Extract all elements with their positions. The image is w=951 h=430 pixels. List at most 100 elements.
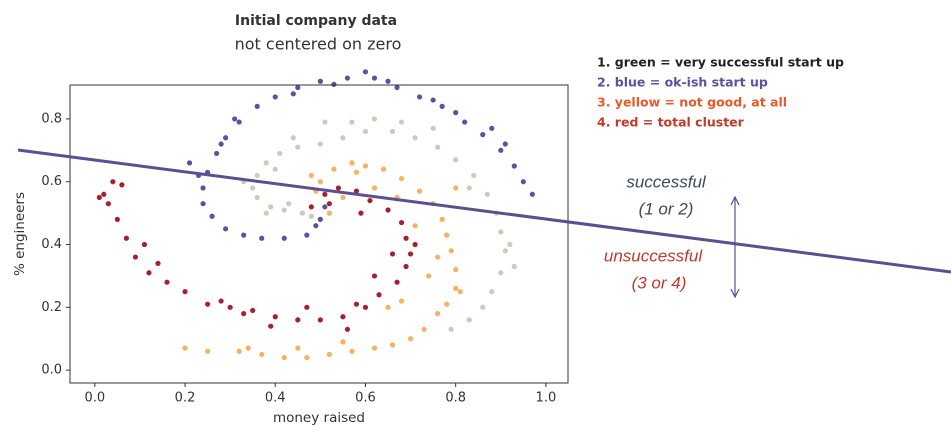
point	[322, 191, 328, 197]
point	[317, 317, 323, 323]
point	[511, 163, 517, 169]
point	[462, 119, 468, 125]
point	[371, 273, 378, 279]
point	[254, 103, 260, 109]
point	[385, 207, 391, 213]
x-tick-label: 0.8	[445, 391, 466, 406]
point	[254, 172, 260, 179]
chart-subtitle: not centered on zero	[235, 35, 402, 54]
point	[123, 235, 129, 241]
point	[146, 270, 152, 276]
point	[263, 160, 269, 166]
point	[398, 119, 405, 125]
point	[250, 185, 256, 191]
point	[412, 223, 418, 229]
point	[371, 185, 378, 191]
point	[444, 301, 450, 307]
point	[502, 248, 508, 254]
annotation: (1 or 2)	[639, 199, 694, 218]
y-tick-label: 0.6	[41, 174, 62, 189]
point	[286, 201, 292, 207]
point	[489, 125, 495, 131]
point	[394, 279, 400, 285]
point	[529, 191, 535, 197]
point	[218, 141, 224, 147]
point	[407, 336, 414, 342]
point	[385, 78, 391, 84]
point	[389, 251, 396, 257]
point	[295, 144, 301, 150]
point	[290, 91, 296, 97]
point	[313, 223, 319, 229]
point	[453, 267, 459, 273]
point	[444, 232, 450, 238]
plot-frame	[69, 84, 569, 384]
arrow	[730, 195, 740, 299]
point	[200, 185, 206, 191]
point	[344, 75, 351, 81]
point	[304, 232, 310, 238]
point	[263, 210, 269, 216]
point	[335, 185, 341, 191]
point	[326, 210, 332, 216]
y-tick-label: 0.0	[41, 363, 62, 378]
point	[453, 185, 459, 191]
point	[511, 263, 517, 270]
legend-entry: 1. green = very successful start up	[597, 55, 844, 70]
point	[412, 135, 418, 141]
point	[281, 207, 287, 213]
point	[141, 241, 148, 248]
point	[272, 314, 278, 320]
point	[520, 179, 526, 185]
point	[498, 229, 504, 235]
point	[101, 191, 107, 197]
point	[466, 185, 472, 191]
point	[295, 317, 301, 323]
point	[398, 175, 405, 182]
point	[362, 69, 369, 75]
point	[232, 116, 238, 122]
point	[403, 235, 409, 241]
annotation: (3 or 4)	[632, 273, 687, 292]
point	[398, 298, 405, 304]
point	[353, 188, 360, 194]
x-tick-label: 1.0	[536, 391, 557, 406]
point	[389, 128, 396, 135]
point	[498, 270, 504, 276]
point	[259, 351, 265, 358]
point	[281, 235, 287, 241]
point	[322, 204, 328, 210]
plot-area	[96, 69, 535, 361]
point	[453, 285, 459, 292]
point	[223, 226, 229, 232]
point	[344, 326, 351, 332]
point	[353, 301, 360, 307]
x-tick-label: 0.2	[175, 391, 196, 406]
point	[204, 301, 211, 307]
point	[385, 304, 391, 310]
y-tick-label: 0.2	[41, 300, 62, 315]
point	[407, 251, 414, 257]
divider-line	[17, 148, 951, 274]
legend-entry: 4. red = total cluster	[597, 115, 745, 130]
point	[358, 210, 364, 216]
point	[502, 141, 508, 147]
point	[448, 326, 454, 332]
point	[394, 84, 400, 91]
point	[416, 188, 423, 194]
point	[362, 128, 369, 135]
point	[326, 351, 332, 358]
point	[489, 289, 495, 295]
y-axis-label: % engineers	[12, 192, 28, 276]
point	[114, 216, 120, 222]
point	[155, 260, 161, 266]
point	[435, 254, 441, 260]
point	[389, 342, 396, 348]
point	[349, 348, 355, 354]
point	[457, 289, 463, 295]
annotation: unsuccessful	[604, 246, 703, 265]
point	[403, 263, 409, 270]
point	[241, 232, 247, 238]
point	[331, 81, 337, 87]
point	[480, 132, 486, 138]
